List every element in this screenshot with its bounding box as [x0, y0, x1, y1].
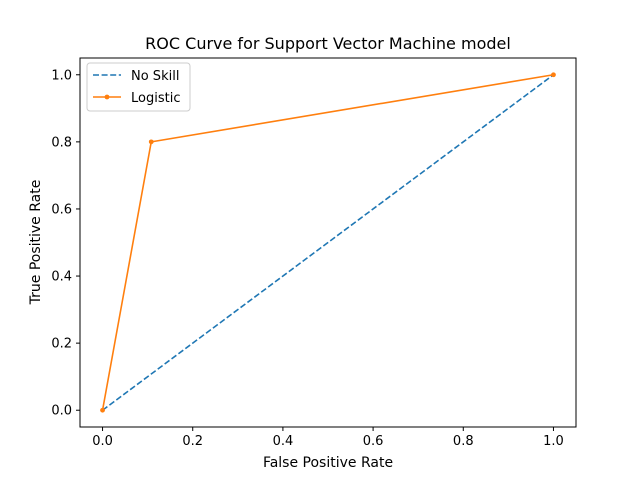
y-tick-label: 0.0 — [51, 404, 72, 419]
plot-area — [79, 57, 577, 428]
logistic-point — [551, 72, 556, 78]
series-layer — [100, 72, 556, 413]
x-tick-label: 0.2 — [182, 434, 203, 449]
legend-logistic-marker — [104, 94, 110, 100]
logistic-point — [100, 407, 105, 413]
x-axis: 0.0 0.2 0.4 0.6 0.8 1.0 — [92, 427, 564, 449]
y-tick-label: 0.2 — [51, 337, 72, 352]
logistic-point — [148, 139, 154, 145]
x-tick-label: 0.4 — [273, 434, 294, 449]
no-skill-line — [102, 74, 554, 411]
y-axis: 0.0 0.2 0.4 0.6 0.8 1.0 — [51, 68, 80, 419]
x-tick-label: 0.8 — [453, 434, 474, 449]
x-axis-label: False Positive Rate — [263, 455, 393, 471]
chart-title: ROC Curve for Support Vector Machine mod… — [145, 34, 511, 53]
y-tick-label: 0.4 — [51, 270, 72, 285]
y-axis-label: True Positive Rate — [28, 180, 44, 306]
y-tick-label: 1.0 — [51, 68, 72, 83]
x-tick-label: 1.0 — [543, 434, 564, 449]
legend: No Skill Logistic — [86, 62, 191, 112]
legend-logistic-label: Logistic — [131, 91, 180, 106]
plot-frame — [79, 57, 577, 428]
x-tick-label: 0.0 — [92, 434, 113, 449]
y-tick-label: 0.8 — [51, 135, 72, 150]
y-tick-label: 0.6 — [51, 202, 72, 217]
legend-no-skill-label: No Skill — [131, 69, 179, 84]
x-tick-label: 0.6 — [363, 434, 384, 449]
